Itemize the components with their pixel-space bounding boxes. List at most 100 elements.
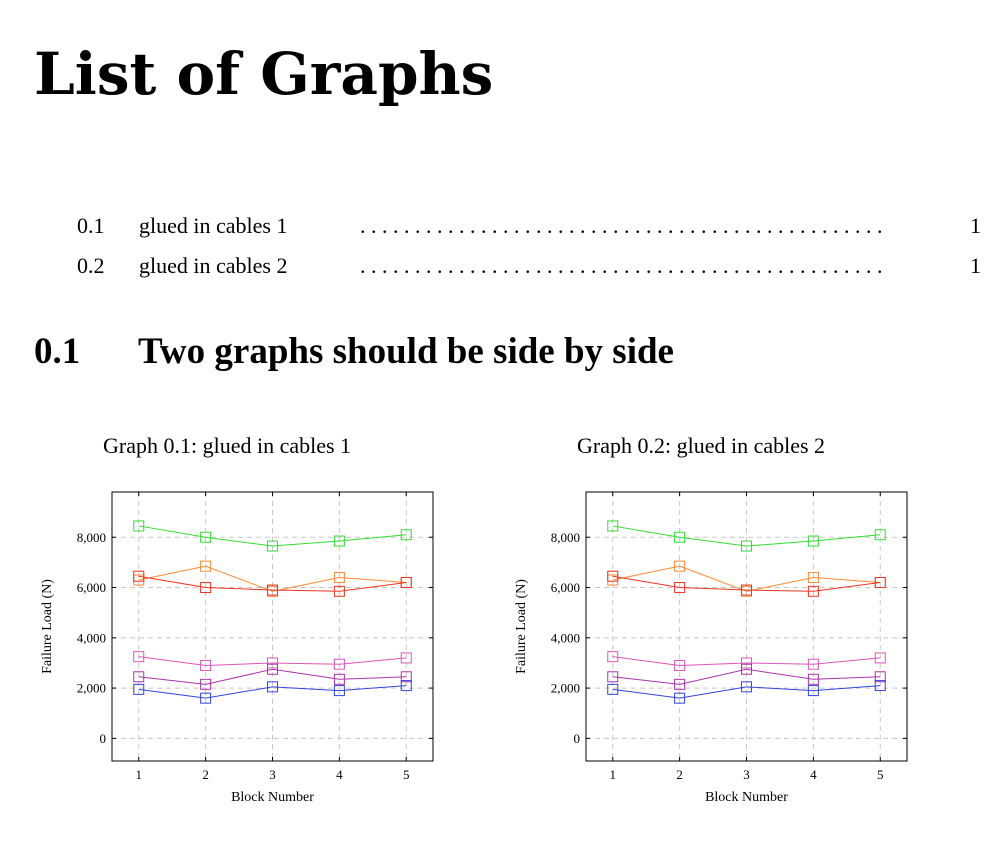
series-line (138, 575, 407, 592)
section-heading: 0.1 Two graphs should be side by side (34, 328, 674, 376)
series-line (612, 575, 881, 592)
data-point-marker (267, 663, 278, 675)
data-point-marker (674, 659, 686, 671)
data-point-marker (267, 657, 278, 669)
x-axis-label: Block Number (231, 790, 314, 805)
lof-entry-number: 0.1 (77, 213, 105, 238)
data-point-marker (200, 678, 212, 690)
data-point-marker (400, 529, 412, 541)
data-point-marker (200, 659, 212, 671)
section-title: Two graphs should be side by side (138, 331, 674, 372)
y-tick-label: 4,000 (551, 630, 580, 645)
data-point-marker (333, 658, 345, 670)
data-point-marker (333, 571, 345, 583)
x-tick-label: 1 (136, 767, 143, 782)
data-point-marker (807, 658, 819, 670)
x-axis-label: Block Number (705, 790, 788, 805)
y-tick-label: 2,000 (551, 681, 580, 696)
x-tick-label: 4 (810, 767, 817, 782)
y-tick-label: 8,000 (77, 530, 106, 545)
x-tick-label: 5 (403, 767, 410, 782)
series-line (138, 525, 407, 547)
series-line (138, 565, 407, 592)
y-tick-label: 6,000 (551, 580, 580, 595)
data-point-marker (607, 683, 619, 695)
lof-entry-page: 1 (970, 253, 981, 278)
data-point-marker (400, 671, 412, 683)
series-line (138, 685, 407, 699)
data-point-marker (807, 585, 819, 597)
lof-entry-number: 0.2 (77, 253, 105, 278)
data-point-marker (874, 529, 886, 541)
data-point-marker (874, 577, 886, 589)
data-point-marker (200, 692, 212, 704)
data-point-marker (607, 651, 619, 663)
data-point-marker (807, 571, 819, 583)
series-line (612, 656, 881, 666)
data-point-marker (674, 678, 686, 690)
data-point-marker (607, 520, 619, 532)
data-point-marker (133, 570, 145, 582)
data-point-marker (607, 671, 619, 683)
data-point-marker (807, 535, 819, 547)
data-point-marker (267, 540, 278, 552)
data-point-marker (741, 540, 752, 552)
failure-load-chart-1: 1 2 3 4 5 0 2,000 4,000 6,000 8,000 Block Number Fa… (40, 491, 434, 805)
data-point-marker (333, 673, 345, 685)
series-line (612, 565, 881, 592)
x-tick-label: 4 (336, 767, 343, 782)
lof-entry[interactable]: 0.2 glued in cables 2 . . . . . . . . . … (0, 252, 998, 280)
x-tick-label: 3 (743, 767, 750, 782)
data-point-marker (741, 681, 752, 693)
data-point-marker (133, 520, 145, 532)
x-tick-label: 2 (676, 767, 683, 782)
x-tick-label: 1 (610, 767, 617, 782)
failure-load-chart-2: 1 2 3 4 5 0 2,000 4,000 6,000 8,000 Block Number Fa… (514, 491, 908, 805)
graph-caption-2: Graph 0.2: glued in cables 2 (577, 433, 826, 458)
data-point-marker (607, 570, 619, 582)
y-tick-label: 6,000 (77, 580, 106, 595)
data-point-marker (133, 671, 145, 683)
data-point-marker (200, 531, 212, 543)
lof-entry-page: 1 (970, 213, 981, 238)
lof-dot-leader: . . . . . . . . . . . . . . . . . . . . … (360, 253, 883, 278)
x-tick-label: 3 (269, 767, 276, 782)
y-tick-label: 0 (100, 731, 107, 746)
data-point-marker (674, 531, 686, 543)
section-number: 0.1 (34, 331, 81, 372)
data-point-marker (741, 657, 752, 669)
y-tick-label: 8,000 (551, 530, 580, 545)
series-line (612, 685, 881, 699)
data-point-marker (400, 680, 412, 692)
data-point-marker (267, 681, 278, 693)
data-point-marker (333, 685, 345, 697)
data-point-marker (200, 582, 212, 594)
data-point-marker (741, 584, 752, 596)
document-title: List of Graphs (34, 40, 494, 108)
x-tick-label: 5 (877, 767, 884, 782)
data-point-marker (874, 652, 886, 664)
data-point-marker (741, 663, 752, 675)
data-point-marker (874, 671, 886, 683)
y-axis-label: Failure Load (N) (514, 579, 529, 674)
y-tick-label: 0 (574, 731, 581, 746)
series-line (612, 668, 881, 685)
data-point-marker (333, 585, 345, 597)
data-point-marker (133, 683, 145, 695)
data-point-marker (674, 560, 686, 572)
data-point-marker (267, 584, 278, 596)
x-tick-label: 2 (202, 767, 209, 782)
data-point-marker (807, 685, 819, 697)
series-line (138, 668, 407, 685)
data-point-marker (674, 692, 686, 704)
data-point-marker (674, 582, 686, 594)
lof-entry[interactable]: 0.1 glued in cables 1 . . . . . . . . . … (0, 212, 998, 240)
y-tick-label: 4,000 (77, 630, 106, 645)
series-line (138, 656, 407, 666)
series-line (612, 525, 881, 547)
data-point-marker (333, 535, 345, 547)
graph-caption-1: Graph 0.1: glued in cables 1 (103, 433, 352, 458)
lof-entry-text: glued in cables 2 (139, 253, 288, 278)
data-point-marker (200, 560, 212, 572)
data-point-marker (400, 577, 412, 589)
